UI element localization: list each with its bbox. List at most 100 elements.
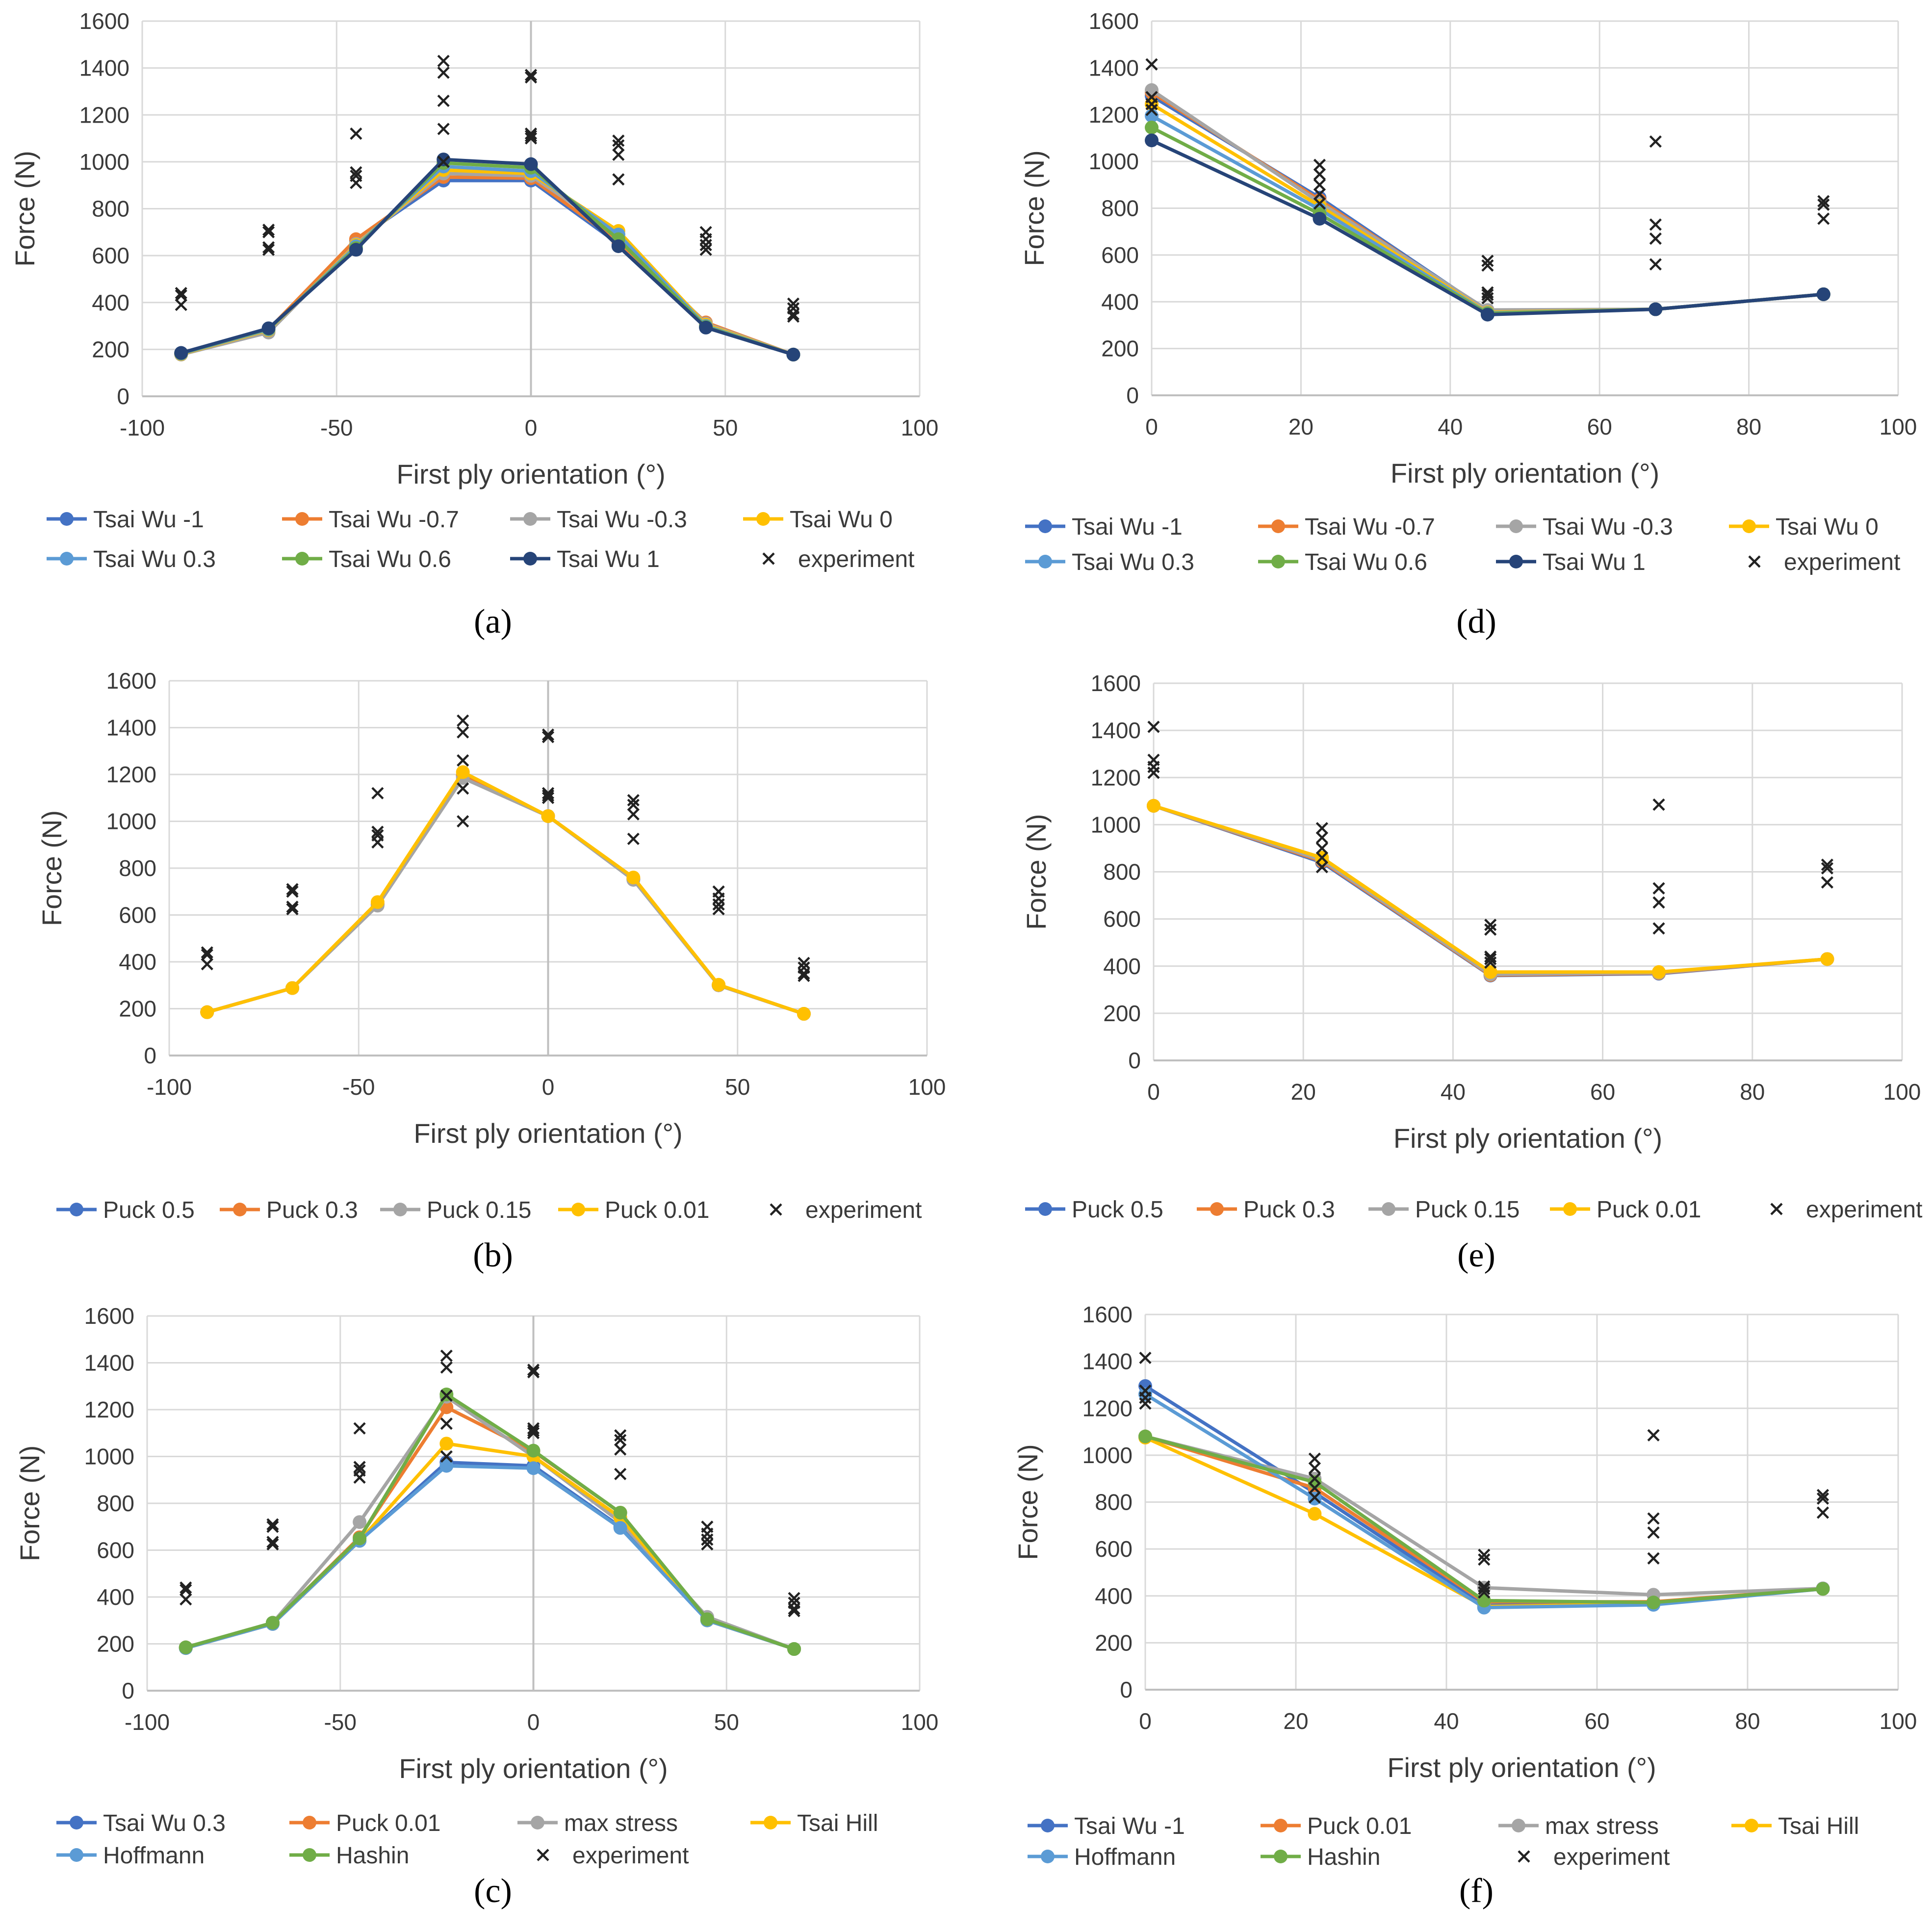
data-point — [541, 809, 555, 823]
y-tick-label: 1000 — [79, 149, 129, 175]
x-tick-label: 80 — [1736, 414, 1761, 439]
legend-swatch-cross — [1770, 1203, 1783, 1215]
y-tick-label: 400 — [119, 949, 156, 975]
legend-item: experiment — [537, 1843, 689, 1869]
legend-swatch-marker — [756, 512, 770, 526]
legend-label: Tsai Wu -1 — [1074, 1813, 1185, 1839]
experiment-marker — [787, 297, 800, 310]
y-tick-label: 1600 — [84, 1303, 134, 1329]
x-tick-label: 60 — [1587, 414, 1612, 439]
legend-item: Tsai Hill — [750, 1810, 878, 1836]
legend-label: Tsai Wu 0.6 — [329, 546, 451, 572]
data-point — [1138, 1429, 1152, 1443]
legend-swatch-marker — [1041, 1819, 1055, 1832]
data-point — [1480, 308, 1494, 322]
data-point — [700, 1612, 714, 1626]
legend-label: Tsai Wu -1 — [1072, 514, 1183, 540]
y-tick-label: 800 — [97, 1491, 134, 1516]
experiment-marker — [788, 1605, 800, 1618]
experiment-marker — [286, 885, 299, 898]
legend-label: Puck 0.01 — [1597, 1197, 1701, 1223]
experiment-marker — [1649, 218, 1662, 231]
experiment-marker — [699, 233, 712, 246]
experiment-marker — [1484, 919, 1497, 931]
y-tick-label: 200 — [1095, 1630, 1133, 1655]
legend-item: Tsai Wu 0.3 — [56, 1810, 226, 1836]
legend-label: Hashin — [336, 1843, 409, 1869]
data-point — [370, 895, 385, 909]
experiment-marker — [262, 243, 275, 256]
x-tick-label: 100 — [1880, 414, 1917, 439]
experiment-marker — [612, 134, 625, 147]
legend-swatch-marker — [764, 1816, 777, 1829]
y-tick-label: 600 — [1095, 1536, 1133, 1562]
legend-swatch-cross — [1518, 1850, 1530, 1863]
x-tick-label: 40 — [1438, 414, 1463, 439]
legend-label: experiment — [1806, 1197, 1922, 1223]
legend-swatch-marker — [1509, 555, 1523, 568]
series-experiment — [1139, 1351, 1829, 1599]
experiment-marker — [541, 728, 555, 741]
experiment-marker — [788, 1592, 800, 1604]
experiment-marker — [1647, 1429, 1660, 1442]
y-tick-label: 1400 — [1089, 55, 1139, 80]
x-tick-label: 50 — [725, 1074, 750, 1100]
y-tick-label: 1000 — [84, 1444, 134, 1469]
experiment-marker — [1478, 1548, 1491, 1561]
experiment-marker — [1484, 923, 1497, 936]
series-hoffmann — [1138, 1387, 1830, 1615]
legend-item: Tsai Wu -0.3 — [1496, 514, 1673, 540]
legend-label: Tsai Hill — [1778, 1813, 1859, 1839]
x-tick-label: 80 — [1740, 1079, 1765, 1105]
experiment-marker — [262, 241, 275, 254]
experiment-marker — [1652, 896, 1665, 909]
data-point — [524, 157, 538, 171]
x-axis-title: First ply orientation (°) — [1391, 458, 1659, 489]
legend-label: Puck 0.01 — [1307, 1813, 1412, 1839]
legend-label: Tsai Wu 0.3 — [1072, 549, 1194, 575]
x-tick-label: 100 — [908, 1074, 946, 1100]
y-tick-label: 200 — [97, 1631, 134, 1657]
data-point — [456, 765, 470, 779]
experiment-marker — [524, 129, 538, 142]
experiment-marker — [788, 1602, 800, 1615]
data-point — [526, 1461, 541, 1475]
experiment-marker — [440, 1389, 453, 1402]
series-line — [1151, 91, 1824, 313]
panel-label: (c) — [474, 1872, 512, 1910]
legend-label: Tsai Wu 0.3 — [93, 546, 216, 572]
x-tick-label: 20 — [1291, 1079, 1316, 1105]
series-experiment — [175, 54, 800, 323]
legend-label: Tsai Wu 1 — [557, 546, 660, 572]
legend-item: Hoffmann — [1028, 1844, 1176, 1870]
legend-item: Puck 0.01 — [289, 1810, 440, 1836]
chart-f: 0 200 400 600 800 1000 1200 1400 1600 0 20 40 60 80 10… — [1012, 1302, 1917, 1910]
legend-label: experiment — [1784, 549, 1900, 575]
legend-swatch-marker — [295, 552, 309, 566]
legend: Puck 0.5 Puck 0.3 Puck 0.15 Puck 0.01 experi… — [1025, 1197, 1922, 1223]
experiment-marker — [1647, 1526, 1660, 1539]
chart-b: 0 200 400 600 800 1000 1200 1400 1600 -100 -50 0 50 1… — [36, 668, 946, 1274]
x-tick-label: 60 — [1584, 1708, 1609, 1734]
y-tick-label: 800 — [119, 855, 156, 881]
y-tick-label: 600 — [92, 243, 129, 268]
x-tick-label: 20 — [1288, 414, 1314, 439]
x-tick-label: 0 — [542, 1074, 555, 1100]
chart-d: 0 200 400 600 800 1000 1200 1400 1600 0 20 40 60 80 10… — [1019, 8, 1917, 641]
y-tick-label: 1200 — [79, 102, 129, 128]
chart-a: 0 200 400 600 800 1000 1200 1400 1600 -100 -50 0 50 1… — [9, 8, 938, 641]
experiment-marker — [266, 1518, 279, 1531]
series-line — [1145, 1435, 1823, 1597]
series-tsai-wu-0-3 — [1145, 109, 1830, 320]
experiment-marker — [699, 239, 712, 252]
legend-swatch-marker — [60, 512, 74, 526]
data-point — [1820, 952, 1834, 966]
legend-item: max stress — [517, 1810, 678, 1836]
experiment-marker — [175, 289, 187, 302]
experiment-marker — [437, 123, 450, 135]
series-tsai-wu-1 — [1145, 133, 1830, 322]
data-point — [1308, 1507, 1322, 1521]
legend-label: Puck 0.01 — [336, 1810, 440, 1836]
y-tick-label: 1400 — [79, 55, 129, 81]
